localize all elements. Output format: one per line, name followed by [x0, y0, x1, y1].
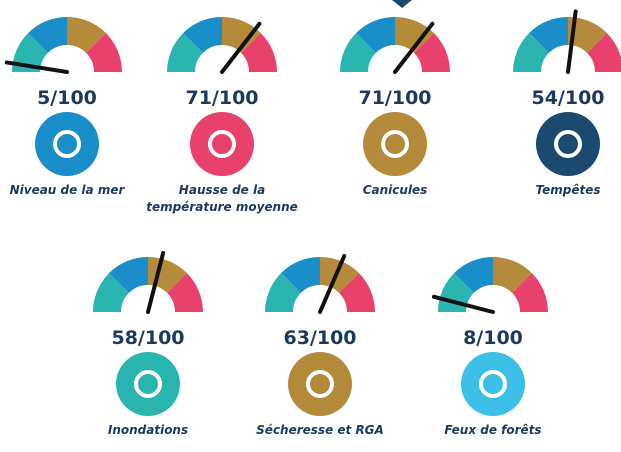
gauge-segment	[493, 257, 532, 293]
gauge-segment	[265, 273, 301, 312]
gauge-segment	[86, 33, 122, 72]
gauge-segment	[281, 257, 320, 293]
gauge	[167, 16, 277, 74]
gauge-segment	[529, 16, 568, 53]
icon-glyph	[554, 130, 582, 158]
gauge-segment	[222, 17, 261, 53]
gauge-segment	[148, 257, 187, 293]
gauge-segment	[340, 33, 376, 72]
score: 58/100	[111, 327, 184, 349]
icon-glyph	[306, 370, 334, 398]
score: 71/100	[358, 87, 431, 109]
gauge-needle	[431, 294, 495, 314]
gauge-segment	[512, 273, 548, 312]
gauge-segment	[356, 16, 395, 53]
hazard-label: Hausse de la	[179, 183, 265, 197]
icon-glyph	[53, 130, 81, 158]
gauge-segment	[241, 33, 277, 72]
hazard-icon	[536, 112, 600, 176]
hazard-icon	[461, 352, 525, 416]
gauge-needle	[146, 250, 166, 314]
gauge-segment	[183, 16, 222, 53]
hazard-label: Niveau de la mer	[10, 183, 126, 197]
hazard-label: Sécheresse et RGA	[256, 423, 384, 437]
score: 63/100	[283, 327, 356, 349]
scroll-chevron	[392, 0, 412, 8]
hazard-icon	[190, 112, 254, 176]
gauge-segment	[437, 273, 474, 312]
hazard-icon	[35, 112, 99, 176]
gauge-needle	[393, 21, 435, 74]
icon-glyph	[479, 370, 507, 398]
hazard-icon	[116, 352, 180, 416]
score: 8/100	[463, 327, 523, 349]
icon-glyph	[134, 370, 162, 398]
gauge-segment	[320, 257, 359, 293]
icon-glyph	[381, 130, 409, 158]
icon-glyph	[208, 130, 236, 158]
gauge	[340, 16, 450, 74]
hazard-label: température moyenne	[146, 200, 298, 214]
gauge-segment	[395, 17, 434, 53]
gauge-segment	[339, 273, 375, 312]
gauge	[431, 257, 548, 314]
gauge-segment	[167, 33, 203, 72]
gauge-segment	[513, 33, 549, 72]
gauge-segment	[109, 257, 148, 293]
gauge-needle	[318, 254, 347, 314]
hazard-icon	[363, 112, 427, 176]
gauge-needle	[566, 9, 578, 74]
gauge-segment	[93, 273, 129, 312]
score: 71/100	[185, 87, 258, 109]
gauge-segment	[454, 257, 493, 293]
hazard-label: Inondations	[108, 423, 188, 437]
gauge-needle	[4, 60, 69, 74]
hazard-label: Tempêtes	[535, 183, 600, 197]
gauge-segment	[414, 33, 450, 72]
gauge	[513, 9, 621, 74]
gauge-segment	[568, 17, 607, 53]
hazard-icon	[288, 352, 352, 416]
gauge-segment	[67, 17, 106, 53]
gauge	[93, 250, 203, 314]
gauge-segment	[12, 33, 48, 72]
gauge-segment	[587, 33, 621, 72]
gauge-segment	[28, 16, 67, 53]
gauge-segment	[167, 273, 203, 312]
gauge-needle	[220, 21, 262, 74]
gauge	[4, 16, 122, 74]
gauge	[265, 254, 375, 314]
hazard-label: Canicules	[363, 183, 428, 197]
score: 5/100	[37, 87, 97, 109]
score: 54/100	[531, 87, 604, 109]
hazard-label: Feux de forêts	[444, 423, 541, 437]
